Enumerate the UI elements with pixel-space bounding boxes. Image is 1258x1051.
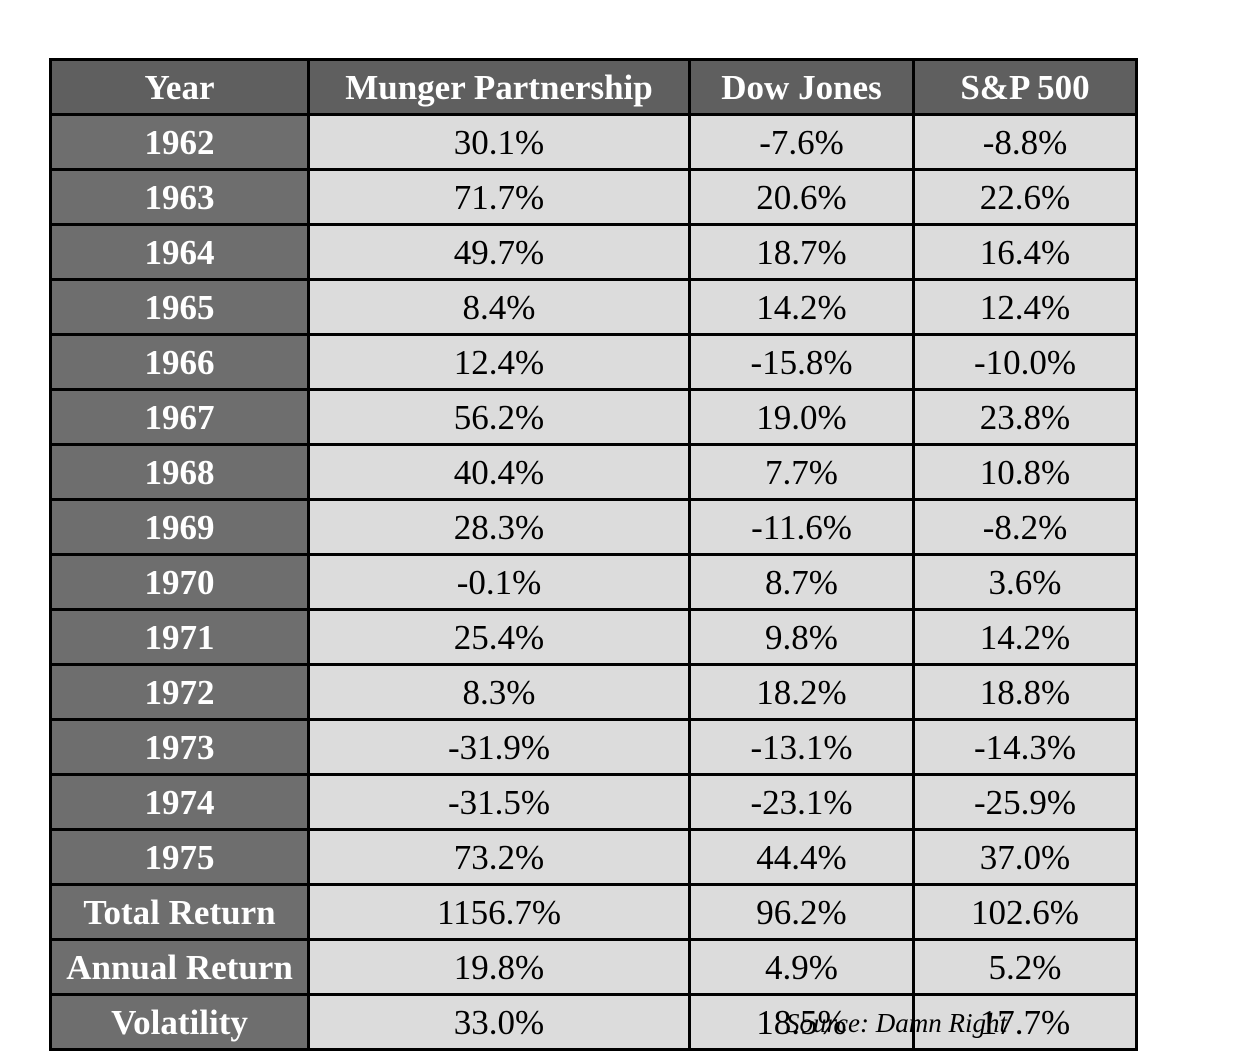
value-cell: 18.8% bbox=[912, 663, 1138, 721]
returns-table-container: Year Munger Partnership Dow Jones S&P 50… bbox=[49, 58, 1138, 1051]
value-cell: 5.2% bbox=[912, 938, 1138, 996]
value-cell: 71.7% bbox=[307, 168, 691, 226]
table-row: 1975 73.2% 44.4% 37.0% bbox=[49, 828, 1138, 886]
value-cell: 14.2% bbox=[688, 278, 915, 336]
value-cell: 33.0% bbox=[307, 993, 691, 1051]
row-label-cell: Volatility bbox=[49, 993, 310, 1051]
row-label-cell: 1965 bbox=[49, 278, 310, 336]
table-row: 1971 25.4% 9.8% 14.2% bbox=[49, 608, 1138, 666]
row-label-cell: Annual Return bbox=[49, 938, 310, 996]
value-cell: 102.6% bbox=[912, 883, 1138, 941]
value-cell: -31.9% bbox=[307, 718, 691, 776]
value-cell: -10.0% bbox=[912, 333, 1138, 391]
value-cell: -15.8% bbox=[688, 333, 915, 391]
table-row: 1974 -31.5% -23.1% -25.9% bbox=[49, 773, 1138, 831]
row-label-cell: 1970 bbox=[49, 553, 310, 611]
value-cell: 19.8% bbox=[307, 938, 691, 996]
value-cell: 28.3% bbox=[307, 498, 691, 556]
value-cell: 3.6% bbox=[912, 553, 1138, 611]
value-cell: -14.3% bbox=[912, 718, 1138, 776]
table-row: 1970 -0.1% 8.7% 3.6% bbox=[49, 553, 1138, 611]
table-body: 1962 30.1% -7.6% -8.8% 1963 71.7% 20.6% 22.6% 19… bbox=[49, 113, 1138, 1051]
row-label-cell: 1974 bbox=[49, 773, 310, 831]
value-cell: -13.1% bbox=[688, 718, 915, 776]
value-cell: 44.4% bbox=[688, 828, 915, 886]
row-label-cell: 1969 bbox=[49, 498, 310, 556]
value-cell: 18.7% bbox=[688, 223, 915, 281]
value-cell: 20.6% bbox=[688, 168, 915, 226]
value-cell: 12.4% bbox=[912, 278, 1138, 336]
table-row: 1968 40.4% 7.7% 10.8% bbox=[49, 443, 1138, 501]
value-cell: 10.8% bbox=[912, 443, 1138, 501]
value-cell: -23.1% bbox=[688, 773, 915, 831]
table-row: 1972 8.3% 18.2% 18.8% bbox=[49, 663, 1138, 721]
value-cell: 30.1% bbox=[307, 113, 691, 171]
value-cell: 17.7% bbox=[912, 993, 1138, 1051]
table-row: 1966 12.4% -15.8% -10.0% bbox=[49, 333, 1138, 391]
row-label-cell: 1967 bbox=[49, 388, 310, 446]
column-header-dow-jones: Dow Jones bbox=[688, 58, 915, 116]
source-caption: Source: Damn Right bbox=[786, 1008, 1007, 1038]
value-cell: 22.6% bbox=[912, 168, 1138, 226]
value-cell: 49.7% bbox=[307, 223, 691, 281]
value-cell: 16.4% bbox=[912, 223, 1138, 281]
row-label-cell: 1963 bbox=[49, 168, 310, 226]
value-cell: 25.4% bbox=[307, 608, 691, 666]
table-row: 1964 49.7% 18.7% 16.4% bbox=[49, 223, 1138, 281]
row-label-cell: 1972 bbox=[49, 663, 310, 721]
row-label-cell: 1962 bbox=[49, 113, 310, 171]
row-label-cell: 1964 bbox=[49, 223, 310, 281]
table-row: Volatility 33.0% 18.5% 17.7% bbox=[49, 993, 1138, 1051]
row-label-cell: 1966 bbox=[49, 333, 310, 391]
table-row: 1963 71.7% 20.6% 22.6% bbox=[49, 168, 1138, 226]
header-row: Year Munger Partnership Dow Jones S&P 50… bbox=[49, 58, 1138, 116]
value-cell: -11.6% bbox=[688, 498, 915, 556]
column-header-sp-500: S&P 500 bbox=[912, 58, 1138, 116]
value-cell: -0.1% bbox=[307, 553, 691, 611]
table-row: Total Return 1156.7% 96.2% 102.6% bbox=[49, 883, 1138, 941]
table-row: 1969 28.3% -11.6% -8.2% bbox=[49, 498, 1138, 556]
returns-table: Year Munger Partnership Dow Jones S&P 50… bbox=[49, 58, 1138, 1051]
value-cell: 23.8% bbox=[912, 388, 1138, 446]
value-cell: 19.0% bbox=[688, 388, 915, 446]
value-cell: 8.7% bbox=[688, 553, 915, 611]
value-cell: 12.4% bbox=[307, 333, 691, 391]
value-cell: 1156.7% bbox=[307, 883, 691, 941]
value-cell: 7.7% bbox=[688, 443, 915, 501]
row-label-cell: 1971 bbox=[49, 608, 310, 666]
row-label-cell: 1968 bbox=[49, 443, 310, 501]
value-cell: 14.2% bbox=[912, 608, 1138, 666]
value-cell: 73.2% bbox=[307, 828, 691, 886]
value-cell: 8.3% bbox=[307, 663, 691, 721]
value-cell: 4.9% bbox=[688, 938, 915, 996]
value-cell: 56.2% bbox=[307, 388, 691, 446]
value-cell: -8.8% bbox=[912, 113, 1138, 171]
table-row: 1973 -31.9% -13.1% -14.3% bbox=[49, 718, 1138, 776]
value-cell: -7.6% bbox=[688, 113, 915, 171]
value-cell: -31.5% bbox=[307, 773, 691, 831]
column-header-munger-partnership: Munger Partnership bbox=[307, 58, 691, 116]
value-cell: -25.9% bbox=[912, 773, 1138, 831]
value-cell: 9.8% bbox=[688, 608, 915, 666]
value-cell: 8.4% bbox=[307, 278, 691, 336]
row-label-cell: Total Return bbox=[49, 883, 310, 941]
column-header-year: Year bbox=[49, 58, 310, 116]
row-label-cell: 1975 bbox=[49, 828, 310, 886]
table-row: 1965 8.4% 14.2% 12.4% bbox=[49, 278, 1138, 336]
value-cell: 37.0% bbox=[912, 828, 1138, 886]
value-cell: -8.2% bbox=[912, 498, 1138, 556]
table-row: Annual Return 19.8% 4.9% 5.2% bbox=[49, 938, 1138, 996]
value-cell: 40.4% bbox=[307, 443, 691, 501]
row-label-cell: 1973 bbox=[49, 718, 310, 776]
table-row: 1967 56.2% 19.0% 23.8% bbox=[49, 388, 1138, 446]
table-row: 1962 30.1% -7.6% -8.8% bbox=[49, 113, 1138, 171]
value-cell: 96.2% bbox=[688, 883, 915, 941]
value-cell: 18.2% bbox=[688, 663, 915, 721]
